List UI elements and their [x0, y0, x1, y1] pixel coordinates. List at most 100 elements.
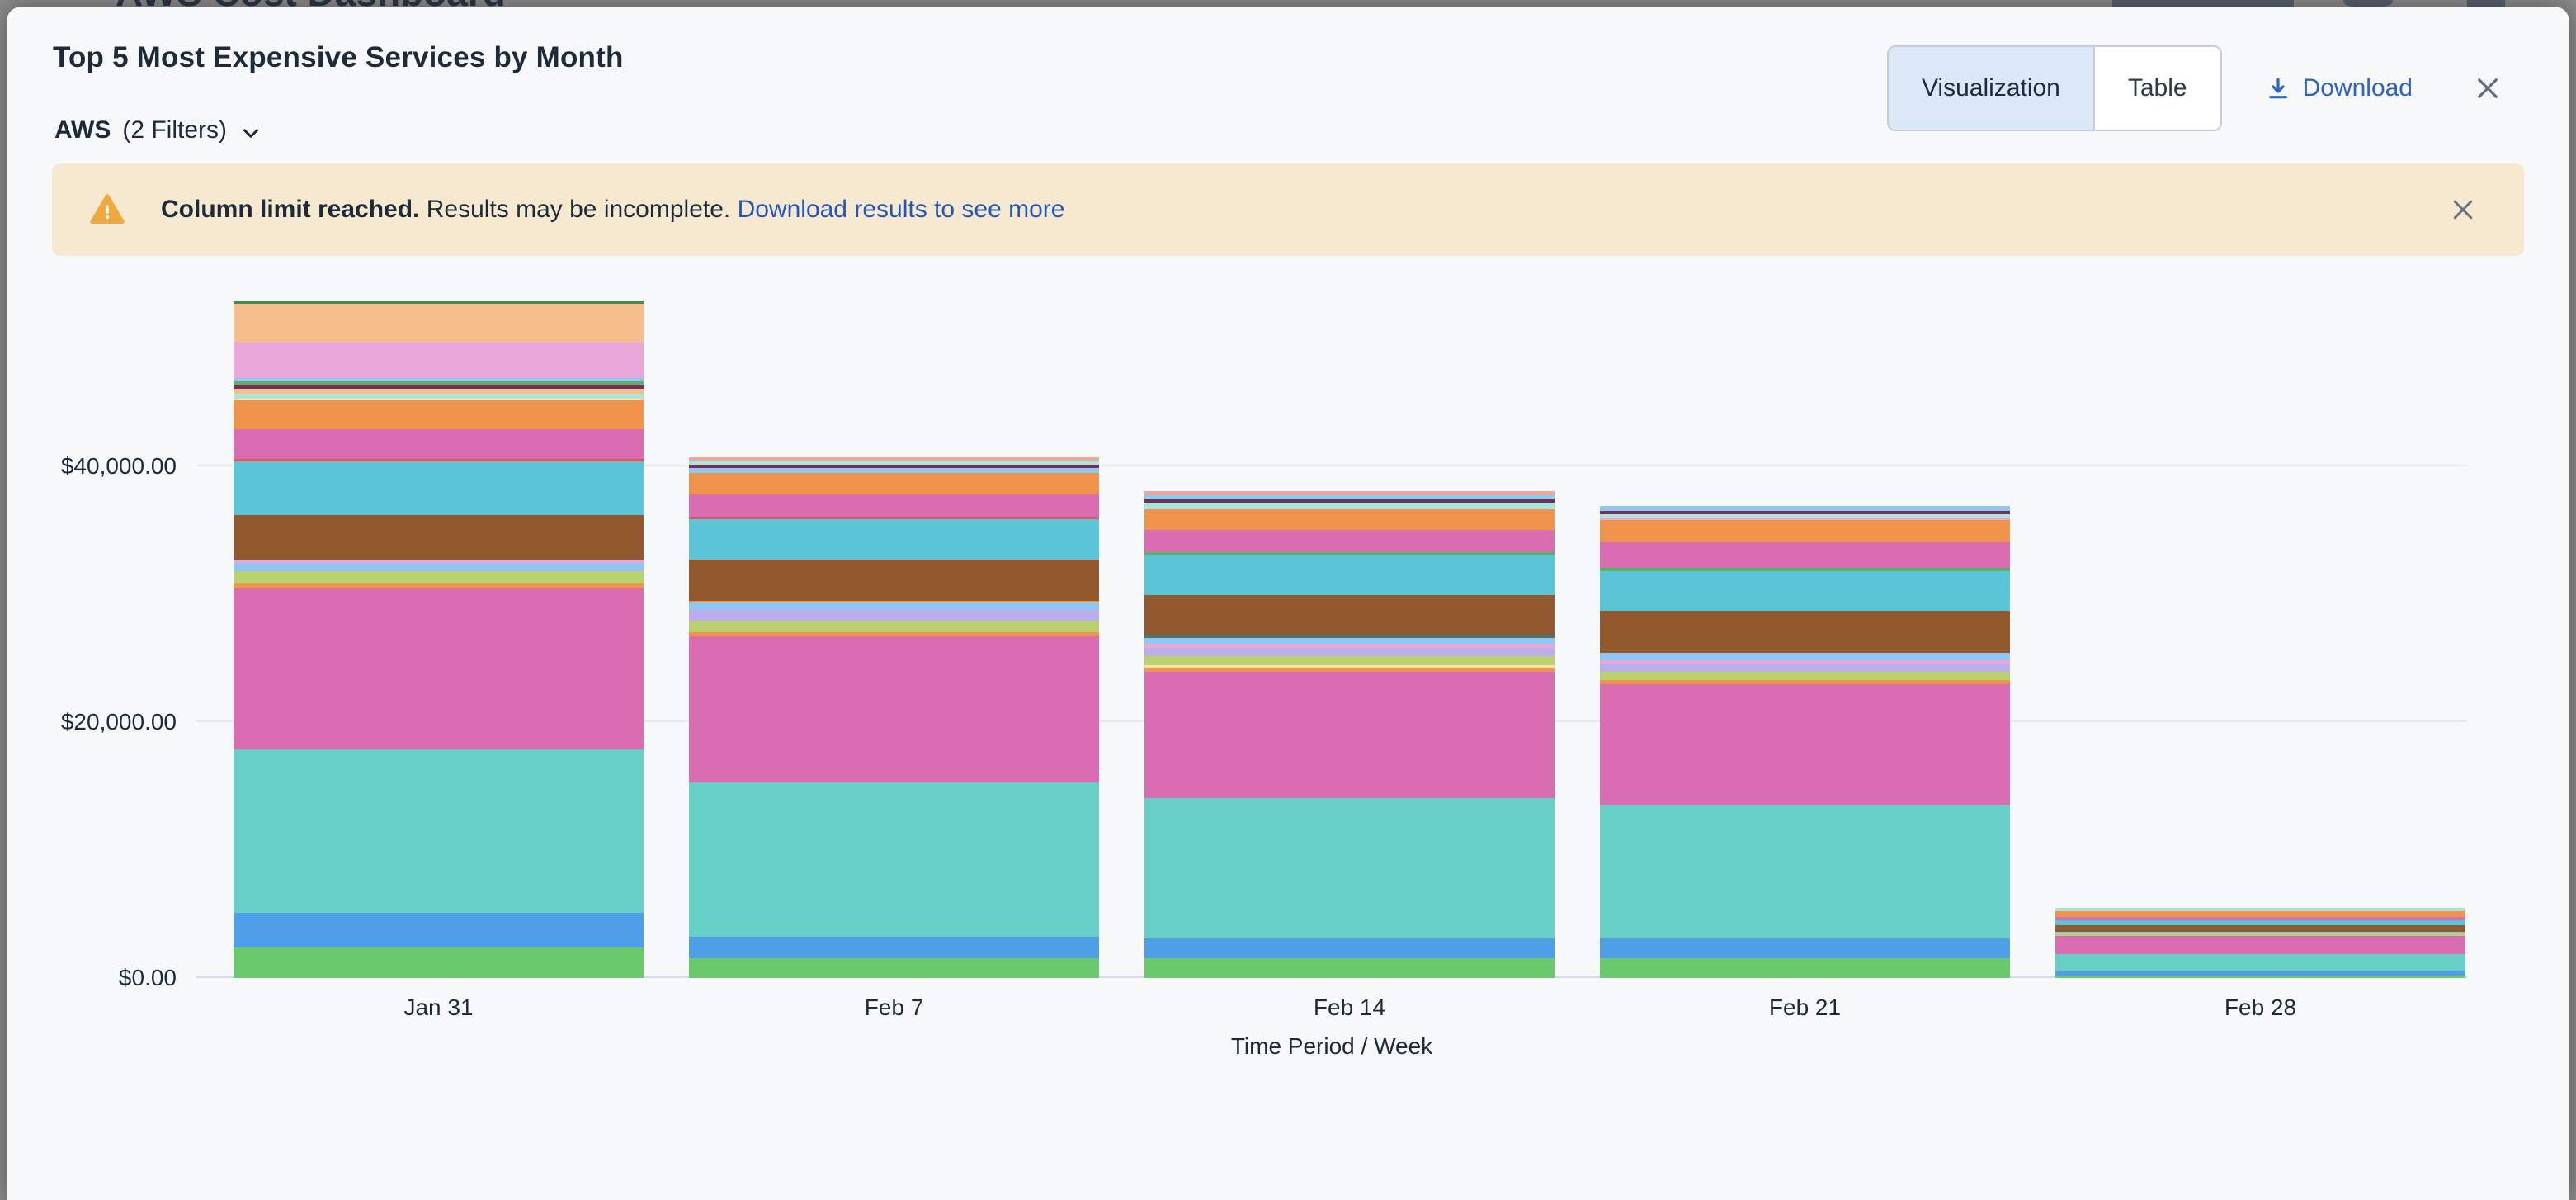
- bar-segment[interactable]: [2055, 976, 2465, 978]
- bar-segment[interactable]: [1144, 667, 1555, 672]
- bar-segment[interactable]: [1600, 568, 2010, 572]
- bar-segment[interactable]: [234, 399, 644, 401]
- bar-segment[interactable]: [2055, 907, 2465, 911]
- bar-segment[interactable]: [1600, 804, 2010, 938]
- bar-segment[interactable]: [1144, 664, 1555, 668]
- bar-segment[interactable]: [689, 609, 1099, 621]
- bar-segment[interactable]: [2055, 954, 2465, 971]
- banner-download-link[interactable]: Download results to see more: [737, 196, 1065, 223]
- bar-segment[interactable]: [689, 631, 1099, 636]
- bar-segment[interactable]: [234, 378, 644, 382]
- bar-segment[interactable]: [689, 461, 1099, 465]
- bar-segment[interactable]: [689, 465, 1099, 469]
- bar-segment[interactable]: [234, 429, 644, 460]
- bar-segment[interactable]: [689, 494, 1099, 517]
- bar-segment[interactable]: [1600, 518, 2010, 521]
- bar-segment[interactable]: [2055, 932, 2465, 933]
- bar-segment[interactable]: [1600, 511, 2010, 515]
- bar-segment[interactable]: [234, 385, 644, 390]
- bar-segment[interactable]: [234, 749, 644, 913]
- bar-segment[interactable]: [1600, 571, 2010, 612]
- bar-segment[interactable]: [1144, 551, 1555, 555]
- banner-close-button[interactable]: [2448, 195, 2478, 224]
- bar-segment[interactable]: [689, 457, 1099, 461]
- bar-segment[interactable]: [1600, 611, 2010, 653]
- stacked-bar-feb-14[interactable]: [1144, 490, 1555, 978]
- modal-close-button[interactable]: [2472, 73, 2503, 104]
- bar-segment[interactable]: [2055, 910, 2465, 917]
- bar-segment[interactable]: [1144, 529, 1555, 552]
- bar-segment[interactable]: [1600, 514, 2010, 519]
- bar-segment[interactable]: [1600, 659, 2010, 664]
- bar-segment[interactable]: [1144, 643, 1555, 648]
- bar-segment[interactable]: [234, 583, 644, 589]
- bar-segment[interactable]: [234, 912, 644, 947]
- bar-segment[interactable]: [689, 517, 1099, 519]
- bar-segment[interactable]: [234, 514, 644, 560]
- bar-segment[interactable]: [689, 600, 1099, 602]
- stacked-bar-jan-31[interactable]: [234, 301, 644, 978]
- bar-segment[interactable]: [1144, 502, 1555, 509]
- bar-segment[interactable]: [1600, 671, 2010, 680]
- bar-segment[interactable]: [1144, 958, 1555, 978]
- bar-segment[interactable]: [689, 518, 1099, 560]
- bar-segment[interactable]: [689, 602, 1099, 610]
- bar-segment[interactable]: [1144, 647, 1555, 656]
- bar-segment[interactable]: [2055, 924, 2465, 932]
- bar-segment[interactable]: [689, 635, 1099, 782]
- bar-segment[interactable]: [234, 301, 644, 305]
- bar-segment[interactable]: [234, 394, 644, 399]
- bar-segment[interactable]: [2055, 933, 2465, 936]
- bar-segment[interactable]: [1144, 498, 1555, 503]
- bar-segment[interactable]: [2055, 919, 2465, 925]
- bar-segment[interactable]: [1144, 554, 1555, 595]
- bar-segment[interactable]: [1600, 520, 2010, 543]
- bar-segment[interactable]: [1144, 594, 1555, 635]
- bar-segment[interactable]: [234, 459, 644, 462]
- tab-visualization[interactable]: Visualization: [1888, 47, 2093, 130]
- bar-segment[interactable]: [1144, 671, 1555, 798]
- bar-segment[interactable]: [234, 400, 644, 430]
- bar-segment[interactable]: [234, 381, 644, 385]
- bar-segment[interactable]: [234, 588, 644, 749]
- bar-segment[interactable]: [1600, 683, 2010, 805]
- bar-segment[interactable]: [234, 571, 644, 584]
- bar-segment[interactable]: [234, 461, 644, 515]
- bar-segment[interactable]: [1600, 663, 2010, 672]
- stacked-bar-feb-7[interactable]: [689, 457, 1099, 978]
- bar-segment[interactable]: [1144, 490, 1555, 495]
- bar-segment[interactable]: [689, 468, 1099, 474]
- bar-segment[interactable]: [1600, 938, 2010, 958]
- bar-segment[interactable]: [1144, 655, 1555, 665]
- bar-segment[interactable]: [689, 958, 1099, 978]
- bar-segment[interactable]: [234, 559, 644, 563]
- tab-table[interactable]: Table: [2127, 74, 2187, 102]
- download-button[interactable]: Download: [2265, 74, 2413, 102]
- bar-segment[interactable]: [1144, 494, 1555, 499]
- bar-segment[interactable]: [689, 473, 1099, 495]
- bar-segment[interactable]: [1144, 508, 1555, 530]
- bar-segment[interactable]: [689, 782, 1099, 937]
- bar-segment[interactable]: [234, 947, 644, 978]
- bar-segment[interactable]: [1600, 679, 2010, 684]
- stacked-bar-feb-28[interactable]: [2055, 907, 2465, 978]
- bar-segment[interactable]: [2055, 971, 2465, 976]
- bar-segment[interactable]: [1600, 542, 2010, 569]
- bar-segment[interactable]: [689, 559, 1099, 601]
- bar-segment[interactable]: [2055, 916, 2465, 920]
- bar-segment[interactable]: [234, 389, 644, 394]
- bar-segment[interactable]: [1144, 797, 1555, 938]
- bar-segment[interactable]: [689, 937, 1099, 958]
- bar-segment[interactable]: [1144, 938, 1555, 958]
- bar-segment[interactable]: [1600, 652, 2010, 660]
- bar-segment[interactable]: [1144, 634, 1555, 638]
- bar-segment[interactable]: [1600, 958, 2010, 978]
- bar-segment[interactable]: [689, 620, 1099, 632]
- filter-dropdown[interactable]: AWS (2 Filters): [54, 116, 263, 145]
- bar-segment[interactable]: [234, 304, 644, 343]
- bar-segment[interactable]: [234, 343, 644, 379]
- bar-segment[interactable]: [2055, 936, 2465, 954]
- stacked-bar-feb-21[interactable]: [1600, 506, 2010, 978]
- bar-segment[interactable]: [1600, 506, 2010, 512]
- bar-segment[interactable]: [234, 562, 644, 572]
